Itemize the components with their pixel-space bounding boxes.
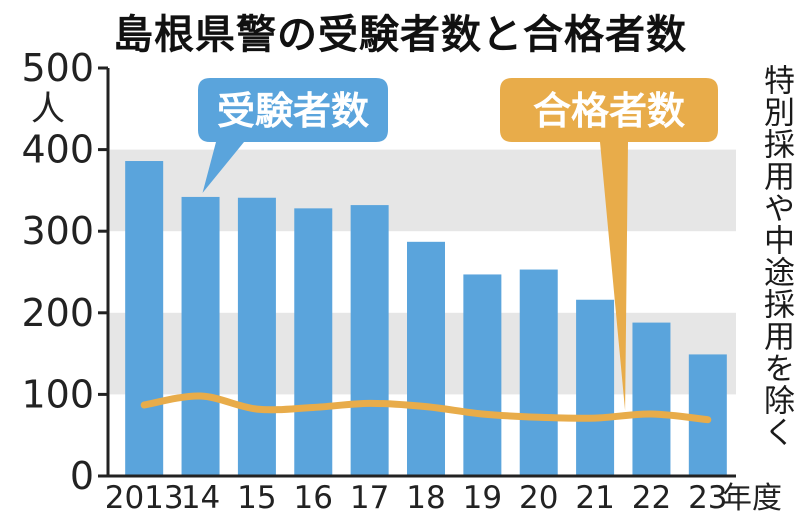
bar-2013 [125,161,164,477]
line-point-15 [256,408,258,410]
bar-18 [407,241,445,476]
line-point-20 [538,416,540,418]
y-unit-label: 人 [31,89,65,129]
y-tick-label: 400 [21,128,94,172]
line-point-23 [707,419,709,421]
page-title: 島根県警の受験者数と合格者数 [113,12,687,58]
line-point-22 [650,413,652,415]
x-tick-label: 15 [237,480,276,516]
legend-bar-label: 受験者数 [217,89,369,133]
bar-14 [181,196,220,477]
line-point-2013 [143,404,145,406]
x-tick-label: 19 [463,480,502,516]
x-tick-label: 20 [519,480,558,516]
line-point-21 [594,417,596,419]
y-tick-label: 0 [70,454,94,498]
line-series [140,392,712,424]
legend-line-label: 合格者数 [533,89,685,133]
y-tick-labels: 0 100 200 300 400 500 [21,46,94,498]
callout-line [500,78,718,411]
bar-20 [519,269,558,476]
line-point-16 [312,406,314,408]
y-tick-label: 500 [21,46,94,90]
axes [98,66,736,478]
bar-19 [463,274,502,476]
line-point-18 [425,406,427,408]
legend-callouts: 受験者数 合格者数 [198,78,718,411]
bar-22 [632,322,671,476]
bar-21 [576,299,615,476]
x-tick-label: 23 [688,480,727,516]
x-tick-label: 17 [350,480,389,516]
x-tick-label: 14 [181,480,220,516]
bar-16 [294,208,333,477]
x-tick-label: 18 [406,480,445,516]
bar-series [125,161,727,477]
line-point-19 [481,413,483,415]
x-tick-label: 16 [294,480,333,516]
x-tick-label: 2013 [105,480,184,516]
y-tick-label: 100 [21,372,94,416]
bar-17 [350,205,389,476]
x-tick-label: 21 [575,480,614,516]
footnote: 特別採用や中途採用を除く [758,64,794,448]
x-tick-label: 22 [632,480,671,516]
y-tick-label: 300 [21,209,94,253]
x-unit-label: 年度 [722,481,782,516]
callout-bar [198,78,388,193]
y-tick-label: 200 [21,291,94,335]
line-point-17 [369,402,371,404]
bar-15 [237,197,276,476]
line-point-14 [200,395,202,397]
